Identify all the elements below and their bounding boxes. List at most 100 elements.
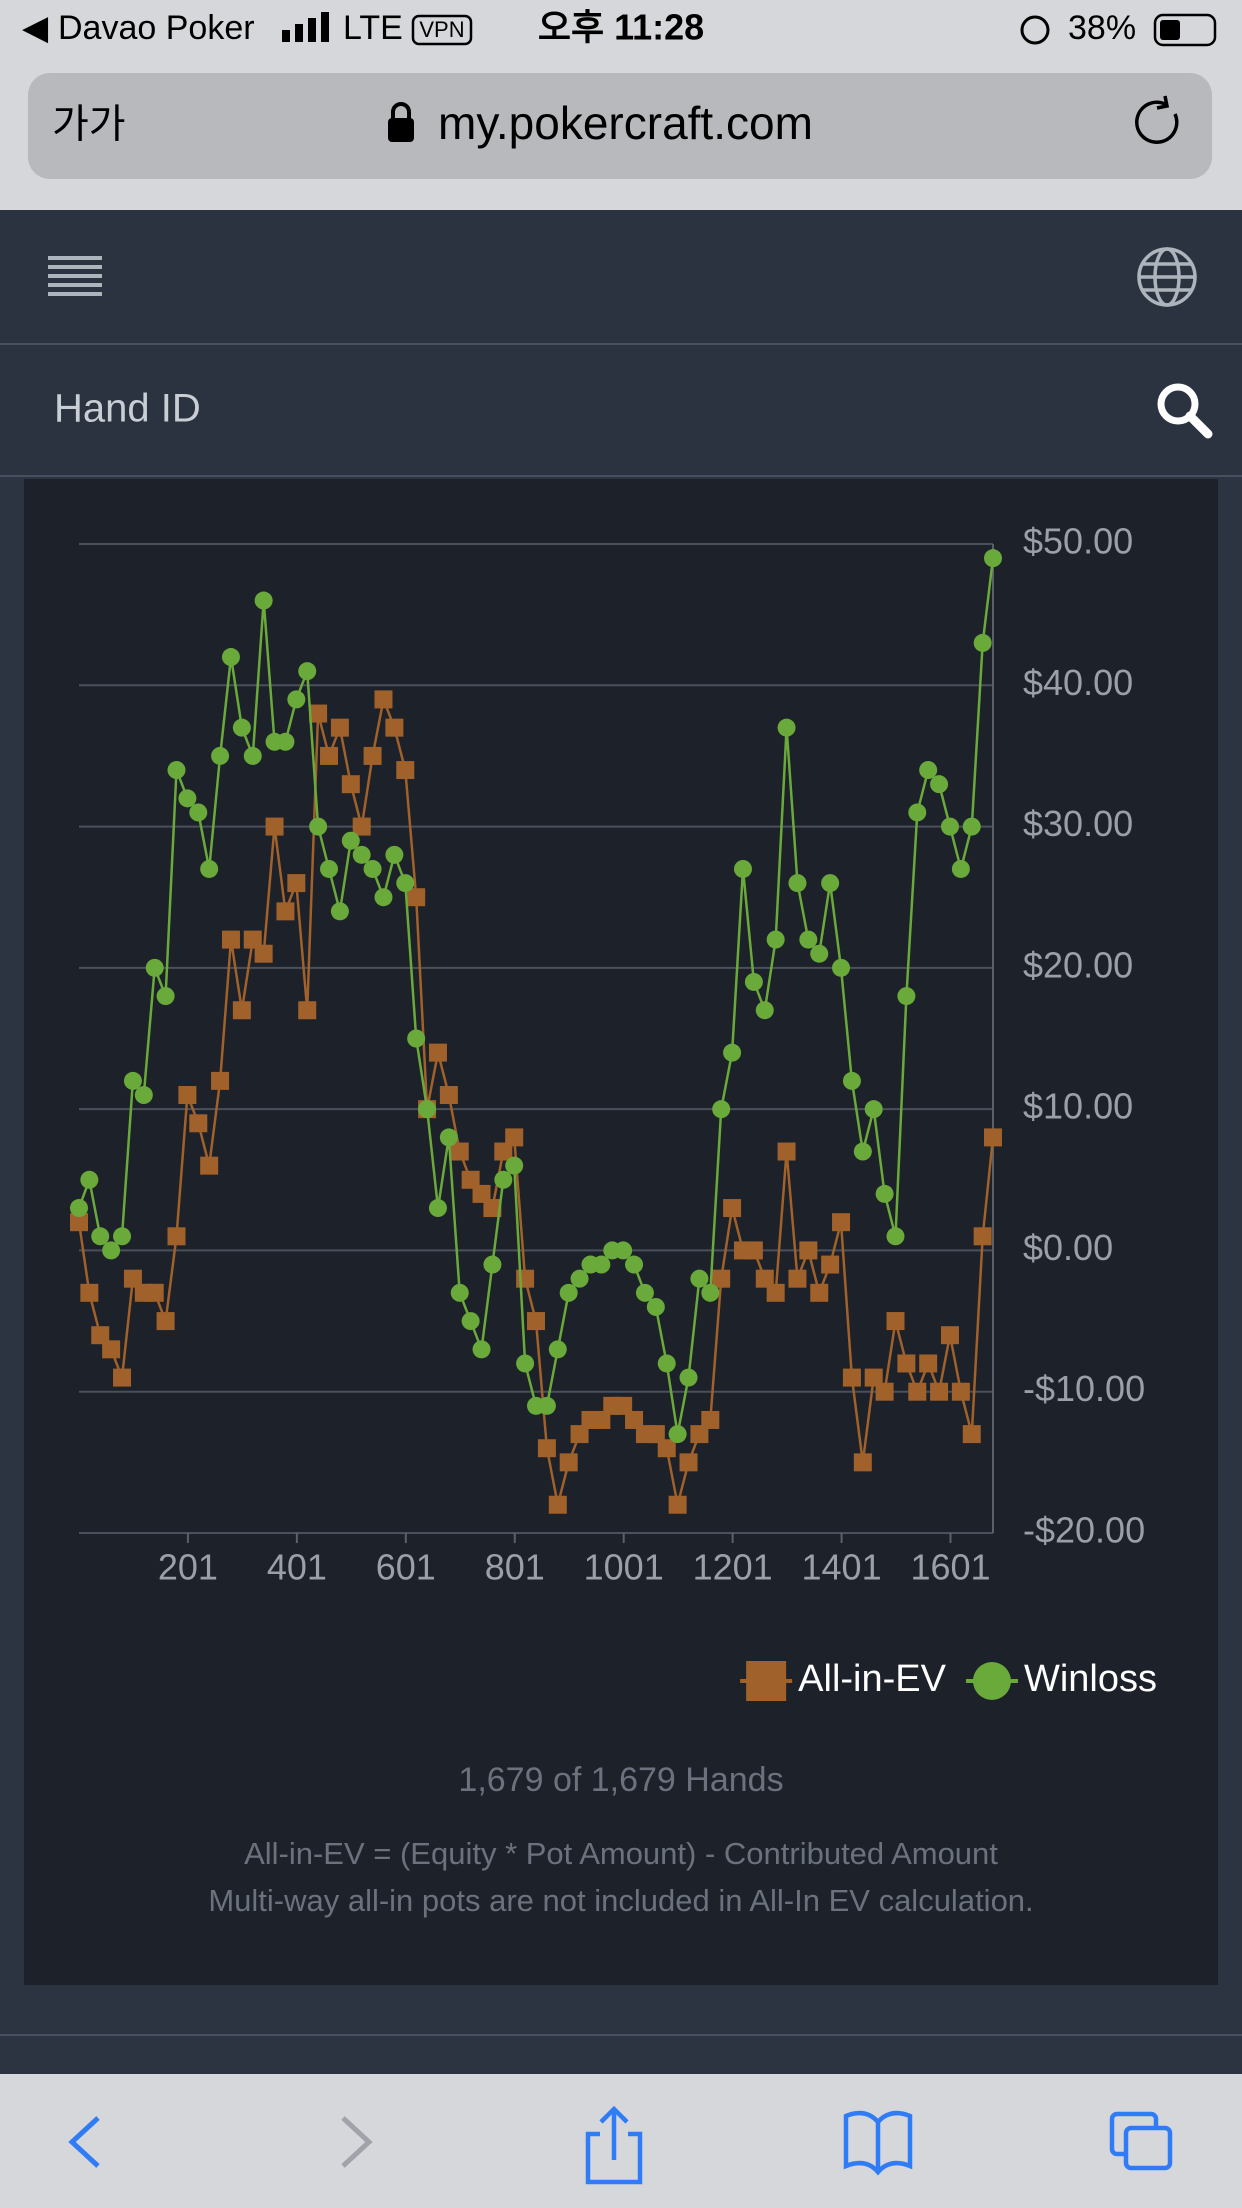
point [733,859,752,878]
point [799,1241,818,1260]
point [516,1269,535,1288]
point [799,930,818,949]
point [919,1354,938,1373]
x-tick-label: 601 [376,1547,436,1588]
point [385,845,404,864]
point [657,1354,676,1373]
point [537,1439,556,1458]
point [886,1312,905,1331]
point [396,761,415,780]
point [810,944,829,963]
point [211,746,230,765]
text-size-button[interactable]: 가가 [52,103,126,147]
point [439,1128,458,1147]
point [548,1340,567,1359]
point [690,1269,709,1288]
point [940,817,959,836]
point [243,746,262,765]
point [200,1156,219,1175]
point [984,1128,1002,1147]
point [875,1184,894,1203]
point [494,1142,513,1161]
point [679,1453,698,1472]
search-icon[interactable] [1157,383,1213,439]
hands-count: 1,679 of 1,679 Hands [458,1761,783,1799]
x-tick-label: 801 [485,1547,545,1588]
url: my.pokercraft.com [438,97,813,149]
point [439,1086,458,1105]
point [940,1326,959,1345]
y-tick-label: -$10.00 [1023,1368,1145,1409]
y-tick-label: $30.00 [1023,803,1133,844]
point [592,1410,611,1429]
point [919,761,938,780]
legend-marker [972,1662,1011,1700]
x-tick-label: 201 [158,1547,218,1588]
point [450,1142,469,1161]
forward-button[interactable] [341,2116,373,2168]
battery-percent: 38% [1068,9,1136,47]
vpn-box [411,14,473,46]
search-row[interactable] [0,345,1242,476]
point [788,874,807,893]
point [232,1001,251,1020]
back-arrow[interactable]: ◀ [22,9,49,47]
point [766,1283,785,1302]
point [472,1340,491,1359]
point [962,1425,981,1444]
point [298,1001,317,1020]
point [407,1029,426,1048]
point [810,1283,829,1302]
point [625,1410,644,1429]
point [363,746,382,765]
point [320,859,339,878]
vpn: VPN [419,17,464,42]
point [113,1368,132,1387]
point [832,1213,851,1232]
point [102,1241,121,1260]
point [385,718,404,737]
tabs-button[interactable] [1109,2111,1173,2171]
address-bar[interactable] [28,73,1212,179]
back-button[interactable] [68,2116,100,2168]
bookmarks-button[interactable] [843,2110,913,2176]
point [777,1142,796,1161]
legend-label: All-in-EV [798,1658,946,1700]
point [853,1453,872,1472]
point [701,1410,720,1429]
point [864,1100,883,1119]
point [548,1495,567,1514]
reload-icon[interactable] [1135,95,1179,144]
point [396,874,415,893]
network: LTE [343,9,403,47]
point [254,591,273,610]
point [973,1227,992,1246]
point [352,845,371,864]
point [287,874,306,893]
point [864,1368,883,1387]
point [962,817,981,836]
point [167,1227,186,1246]
y-tick-label: $20.00 [1023,944,1133,985]
point [221,648,240,667]
point [341,831,360,850]
point [908,803,927,822]
point [156,987,175,1006]
point [668,1495,687,1514]
point [570,1269,589,1288]
point [374,690,393,709]
point [407,888,426,907]
share-button[interactable] [585,2105,643,2185]
point [897,987,916,1006]
globe-icon[interactable] [1137,247,1197,307]
point [788,1269,807,1288]
point [886,1227,905,1246]
y-tick-label: -$20.00 [1023,1510,1145,1551]
point [309,704,328,723]
point [723,1199,742,1218]
point [853,1142,872,1161]
point [200,859,219,878]
point [330,902,349,921]
menu-icon[interactable] [48,256,102,296]
toolbar [0,2074,1242,2208]
